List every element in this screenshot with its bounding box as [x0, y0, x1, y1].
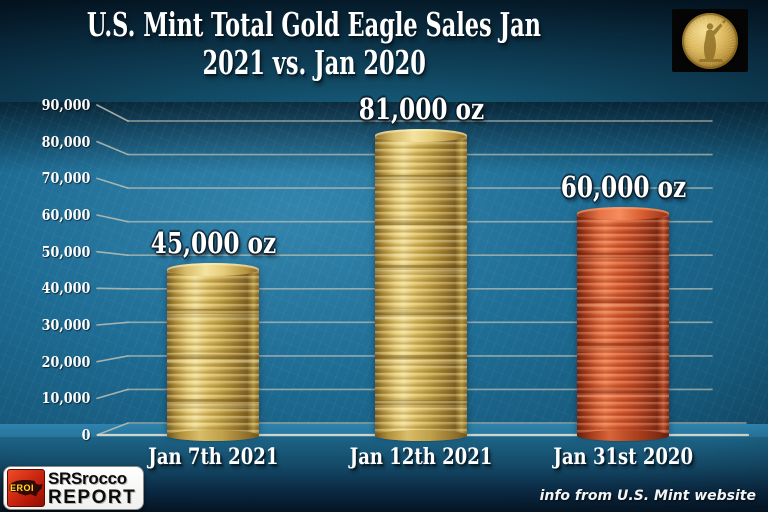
coin-face: [682, 12, 738, 69]
logo-words: SRSrocco REPORT: [48, 470, 136, 507]
bar-jan-7th-2021: [167, 263, 259, 441]
bar-jan-31st-2020: [577, 207, 669, 441]
logo-name: SRSrocco: [48, 468, 127, 488]
bar-value-label: 45,000 oz: [150, 226, 276, 260]
bar-jan-12th-2021: [375, 129, 467, 441]
srsrocco-report-logo: EROI SRSrocco REPORT: [3, 466, 144, 510]
chart-title-line1: U.S. Mint Total Gold Eagle Sales Jan: [86, 5, 542, 44]
bar-value-label: 60,000 oz: [560, 170, 686, 204]
eroi-label: EROI: [10, 483, 35, 493]
chart-title-line2: 2021 vs. Jan 2020: [202, 43, 426, 82]
bar-value-label: 81,000 oz: [358, 92, 484, 126]
bar-category-label: Jan 31st 2020: [553, 444, 693, 470]
source-note: info from U.S. Mint website: [539, 488, 756, 504]
chart-title: U.S. Mint Total Gold Eagle Sales Jan 202…: [0, 6, 628, 82]
logo-suffix: REPORT: [48, 486, 137, 508]
liberty-figure-icon: [698, 18, 727, 62]
gold-eagle-coin-icon: [672, 9, 748, 72]
eroi-badge: EROI: [7, 469, 45, 507]
